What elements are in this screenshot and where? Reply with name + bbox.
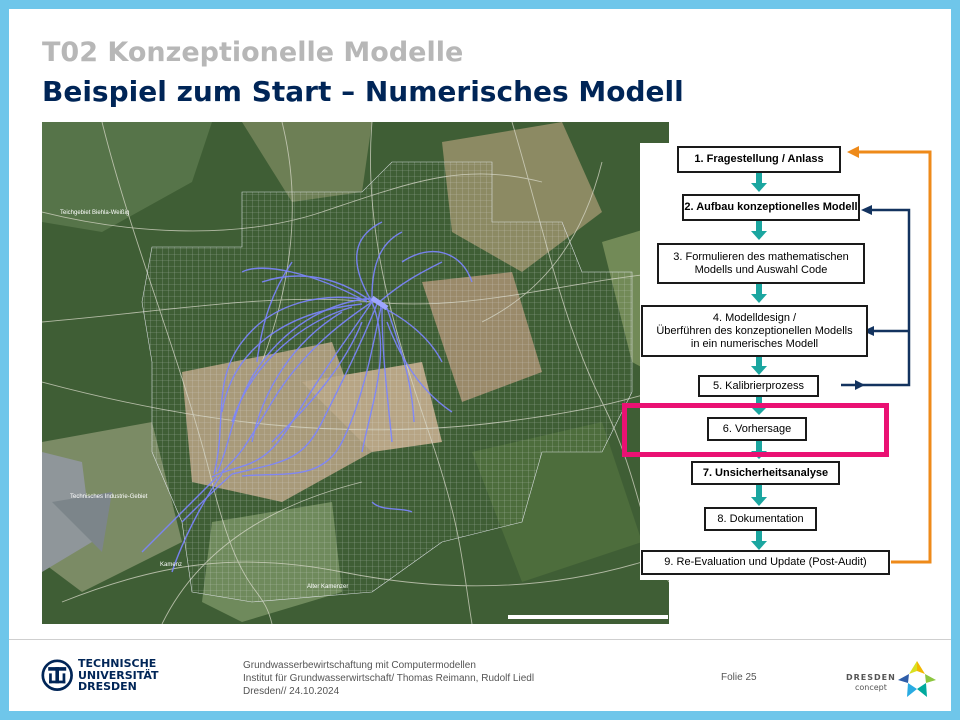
slide-subtitle: Beispiel zum Start – Numerisches Modell <box>42 75 684 108</box>
dresden-concept-logo-icon <box>898 661 936 697</box>
slide-number: Folie 25 <box>721 672 757 683</box>
map-label-industrie: Technisches Industrie-Gebiet <box>70 494 148 500</box>
institute-authors: Institut für Grundwasserwirtschaft/ Thom… <box>243 673 535 684</box>
footer-divider <box>9 639 951 640</box>
university-line1: TECHNISCHE <box>78 657 157 670</box>
slide: T02 Konzeptionelle Modelle Beispiel zum … <box>9 9 951 711</box>
partner-name: DRESDEN <box>846 673 896 682</box>
step-9-label: 9. Re-Evaluation und Update (Post-Audit) <box>664 556 867 568</box>
step-5-label: 5. Kalibrierprozess <box>712 379 805 392</box>
map-label-kamenz: Kamenz <box>160 562 183 568</box>
university-line2: UNIVERSITÄT <box>78 668 159 682</box>
satellite-map: Teichgebiet Biehla-Weißig Technisches In… <box>42 122 669 624</box>
step-3-label-line1: 3. Formulieren des mathematischen <box>673 250 849 263</box>
step-4-box: 4. Modelldesign / Überführen des konzept… <box>641 305 868 357</box>
step-6-label: 6. Vorhersage <box>722 422 792 435</box>
step-2-label: 2. Aufbau konzeptionelles Modell <box>684 201 858 213</box>
footer-info: Grundwasserbewirtschaftung mit Computerm… <box>243 659 534 698</box>
slide-title: T02 Konzeptionelle Modelle <box>42 37 464 68</box>
step-9-box: 9. Re-Evaluation und Update (Post-Audit) <box>641 550 890 575</box>
step-1-label: 1. Fragestellung / Anlass <box>694 153 824 165</box>
partner-subname: concept <box>855 683 887 692</box>
step-1-box: 1. Fragestellung / Anlass <box>677 146 841 173</box>
step-4-label-line3: in ein numerisches Modell <box>690 337 819 350</box>
step-4-label-line1: 4. Modelldesign / <box>712 311 797 324</box>
step-8-box: 8. Dokumentation <box>704 507 817 531</box>
step-8-label: 8. Dokumentation <box>717 512 804 525</box>
university-line3: DRESDEN <box>78 680 137 693</box>
step-7-label: 7. Unsicherheitsanalyse <box>702 466 829 479</box>
tu-dresden-logo-icon <box>41 659 73 691</box>
map-label-alter-kamenzer: Alter Kamenzer <box>307 584 349 590</box>
step-5-box: 5. Kalibrierprozess <box>698 375 819 397</box>
map-label-teichgebiet: Teichgebiet Biehla-Weißig <box>60 210 130 216</box>
date: Dresden// 24.10.2024 <box>243 686 340 697</box>
step-3-box: 3. Formulieren des mathematischen Modell… <box>657 243 865 284</box>
flowchart-arrows <box>751 146 932 564</box>
map-drawing <box>42 122 669 624</box>
step-3-label-line2: Modells und Auswahl Code <box>694 263 828 276</box>
course-name: Grundwasserbewirtschaftung mit Computerm… <box>243 660 476 671</box>
university-name: TECHNISCHE UNIVERSITÄT DRESDEN <box>78 658 159 693</box>
step-7-box: 7. Unsicherheitsanalyse <box>691 461 840 485</box>
step-4-label-line2: Überführen des konzeptionellen Modells <box>656 324 853 337</box>
step-6-box: 6. Vorhersage <box>707 417 807 441</box>
highlight-frame <box>622 403 889 457</box>
step-2-box: 2. Aufbau konzeptionelles Modell <box>682 194 860 221</box>
